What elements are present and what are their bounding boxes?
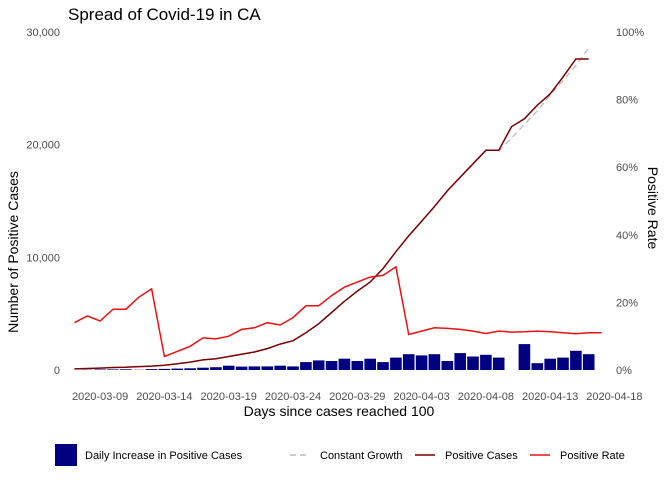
- x-tick-label: 2020-03-09: [72, 391, 128, 403]
- x-axis-title: Days since cases reached 100: [244, 403, 435, 419]
- daily-increase-bar: [248, 366, 261, 370]
- daily-increase-bar: [158, 368, 171, 370]
- x-tick-label: 2020-03-29: [329, 391, 385, 403]
- y2-tick-label: 0%: [616, 365, 632, 377]
- daily-increase-bar: [467, 356, 479, 370]
- daily-increase-bar: [261, 366, 274, 370]
- x-tick-label: 2020-04-13: [522, 391, 578, 403]
- daily-increase-bar: [210, 367, 222, 370]
- x-tick-label: 2020-04-18: [586, 391, 642, 403]
- daily-increase-bar: [441, 361, 454, 370]
- daily-increase-bar: [171, 368, 184, 370]
- x-tick-label: 2020-03-24: [265, 391, 321, 403]
- y-tick-label: 0: [54, 365, 60, 377]
- daily-increase-bar: [390, 357, 402, 370]
- legend: Daily Increase in Positive Cases Constant…: [55, 444, 625, 466]
- x-tick-label: 2020-03-14: [136, 391, 192, 403]
- y-tick-label: 20,000: [26, 140, 60, 152]
- y-axis-title: Number of Positive Cases: [5, 171, 21, 333]
- daily-increase-bar: [480, 354, 492, 370]
- legend-label-constant-growth: Constant Growth: [320, 450, 403, 462]
- y2-tick-label: 60%: [616, 162, 638, 174]
- daily-increase-bar: [531, 363, 544, 370]
- daily-increase-bar: [518, 344, 531, 370]
- y-axis-right: 0% 20% 40% 60% 80% 100%: [616, 27, 644, 377]
- positive-rate-line: [74, 265, 602, 358]
- x-tick-label: 2020-04-08: [458, 391, 514, 403]
- daily-increase-bar: [197, 367, 209, 370]
- y2-tick-label: 80%: [616, 95, 638, 107]
- daily-increase-bar: [94, 369, 106, 370]
- daily-increase-bar: [274, 365, 286, 370]
- daily-increase-bar: [222, 365, 235, 370]
- daily-increase-bar: [570, 350, 582, 370]
- bar-series: [81, 344, 595, 370]
- daily-increase-bar: [145, 369, 158, 370]
- y2-tick-label: 20%: [616, 297, 638, 309]
- daily-increase-bar: [107, 369, 119, 370]
- x-tick-label: 2020-03-19: [201, 391, 257, 403]
- y2-axis-title: Positive Rate: [645, 167, 661, 250]
- daily-increase-bar: [351, 361, 364, 370]
- legend-label-daily-increase: Daily Increase in Positive Cases: [85, 450, 243, 462]
- legend-label-positive-rate: Positive Rate: [560, 450, 625, 462]
- daily-increase-bar: [544, 358, 556, 370]
- daily-increase-bar: [402, 354, 415, 370]
- daily-increase-bar: [492, 357, 505, 370]
- daily-increase-bar: [312, 360, 325, 370]
- daily-increase-bar: [325, 361, 338, 370]
- legend-label-positive-cases: Positive Cases: [445, 450, 518, 462]
- daily-increase-bar: [582, 354, 595, 370]
- daily-increase-bar: [235, 366, 248, 370]
- positive-cases-line: [74, 58, 589, 370]
- chart-title: Spread of Covid-19 in CA: [68, 5, 261, 24]
- daily-increase-bar: [120, 369, 132, 370]
- daily-increase-bar: [557, 357, 569, 370]
- constant-growth-line: [498, 47, 590, 152]
- daily-increase-bar: [364, 358, 376, 370]
- daily-increase-bar: [300, 362, 312, 370]
- line-series: [74, 47, 602, 370]
- y2-tick-label: 40%: [616, 230, 638, 242]
- x-tick-label: 2020-04-03: [393, 391, 449, 403]
- daily-increase-bar: [184, 368, 196, 370]
- legend-key-daily-increase: [55, 444, 77, 466]
- y-axis-left: 0 10,000 20,000 30,000: [26, 27, 60, 377]
- daily-increase-bar: [454, 353, 466, 370]
- x-axis: 2020-03-09 2020-03-14 2020-03-19 2020-03-24…: [72, 391, 643, 403]
- y-tick-label: 10,000: [26, 252, 60, 264]
- daily-increase-bar: [428, 354, 441, 370]
- y-tick-label: 30,000: [26, 27, 60, 39]
- daily-increase-bar: [338, 358, 351, 370]
- y2-tick-label: 100%: [616, 27, 644, 39]
- daily-increase-bar: [415, 355, 428, 370]
- daily-increase-bar: [287, 366, 299, 370]
- daily-increase-bar: [377, 362, 389, 370]
